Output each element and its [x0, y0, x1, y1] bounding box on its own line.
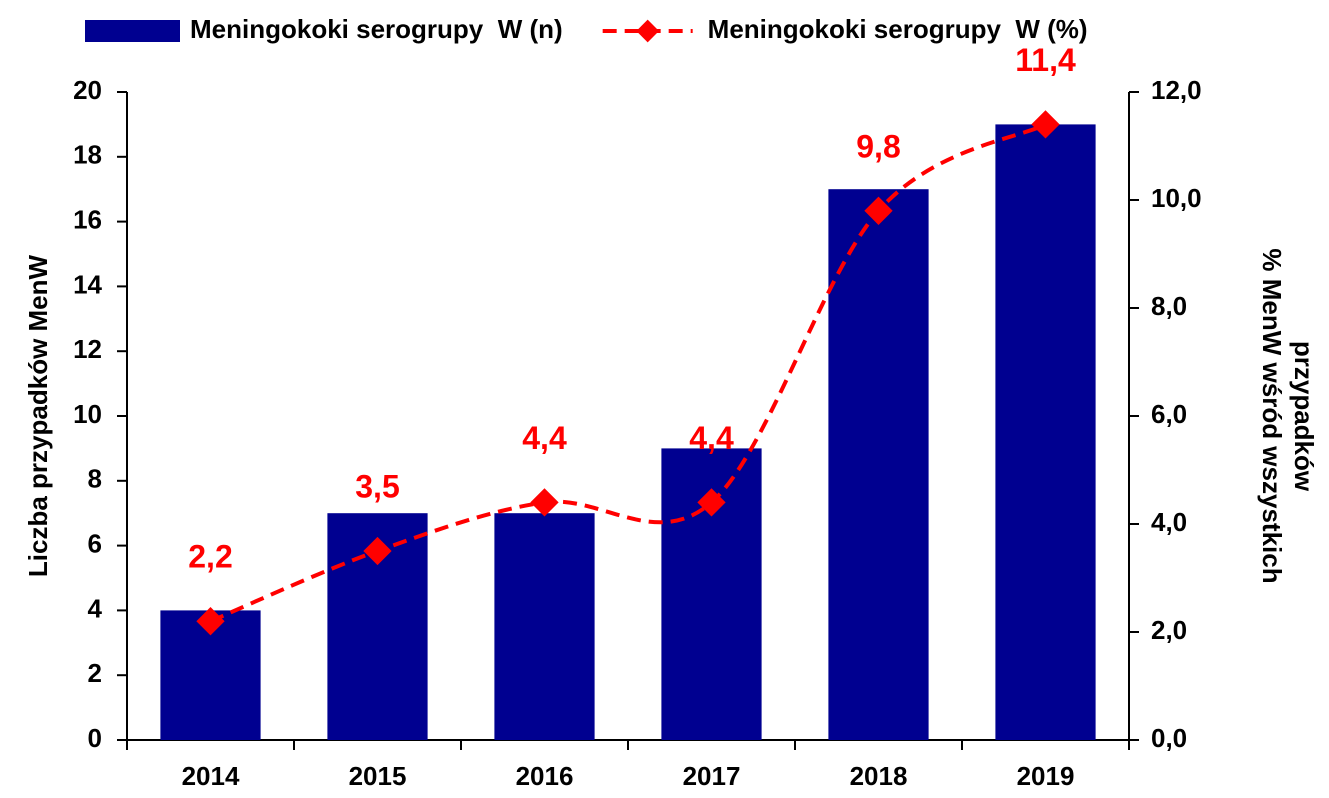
y-tick-label: 18 — [73, 140, 102, 170]
y-tick-label: 4 — [88, 593, 103, 623]
y2-axis-label: % MenW wśród wszystkich — [1257, 248, 1287, 583]
y-tick-label: 2 — [88, 658, 102, 688]
data-label: 4,4 — [522, 420, 567, 456]
x-tick-label: 2019 — [1017, 761, 1075, 791]
marker — [196, 607, 225, 636]
bar — [494, 513, 595, 740]
x-tick-label: 2018 — [850, 761, 908, 791]
bar — [828, 189, 929, 740]
bar — [995, 124, 1096, 740]
data-label: 11,4 — [1015, 42, 1076, 78]
y-tick-label: 8 — [88, 464, 102, 494]
marker — [864, 196, 893, 225]
y2-tick-label: 10,0 — [1151, 183, 1202, 213]
legend-swatch — [85, 20, 180, 42]
marker — [363, 536, 392, 566]
y2-tick-label: 0,0 — [1151, 723, 1187, 753]
y2-tick-label: 4,0 — [1151, 507, 1187, 537]
x-tick-label: 2017 — [683, 761, 741, 791]
y-tick-label: 6 — [88, 528, 102, 558]
y2-tick-label: 8,0 — [1151, 291, 1187, 321]
marker — [1031, 110, 1060, 139]
x-tick-label: 2016 — [516, 761, 574, 791]
data-label: 2,2 — [188, 539, 232, 575]
y-tick-label: 12 — [73, 334, 102, 364]
marker — [530, 488, 559, 517]
y2-tick-label: 2,0 — [1151, 615, 1187, 645]
y2-tick-label: 6,0 — [1151, 399, 1187, 429]
y2-axis-label: przypadków — [1289, 341, 1319, 492]
y-tick-label: 16 — [73, 204, 102, 234]
data-label: 9,8 — [856, 128, 900, 164]
data-label: 4,4 — [689, 420, 734, 456]
y-tick-label: 20 — [73, 75, 102, 105]
x-tick-label: 2014 — [182, 761, 240, 791]
marker — [697, 488, 726, 517]
data-label: 3,5 — [355, 468, 399, 504]
y-tick-label: 0 — [88, 723, 102, 753]
line — [209, 122, 1047, 624]
y2-tick-label: 12,0 — [1151, 75, 1202, 105]
y-axis-label: Liczba przypadków MenW — [23, 254, 53, 577]
legend-label: Meningokoki serogrupy W (n) — [190, 14, 563, 44]
legend-label: Meningokoki serogrupy W (%) — [708, 14, 1088, 44]
y-tick-label: 14 — [73, 269, 102, 299]
y-tick-label: 10 — [73, 399, 102, 429]
x-tick-label: 2015 — [349, 761, 407, 791]
legend-marker — [636, 19, 659, 43]
